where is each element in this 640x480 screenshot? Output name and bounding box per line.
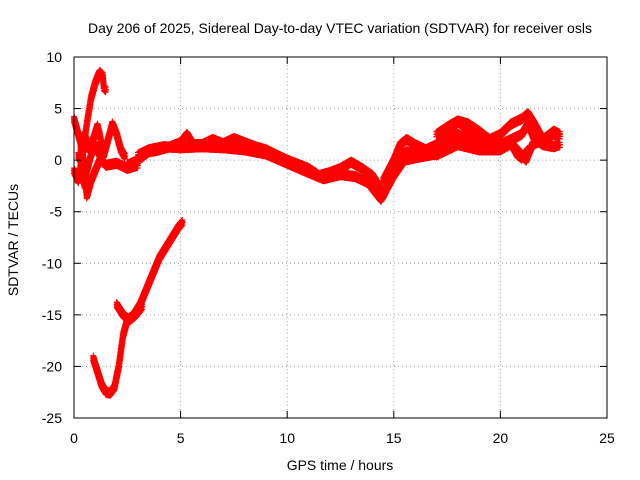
data-point-marker xyxy=(102,87,109,94)
chart-title: Day 206 of 2025, Sidereal Day-to-day VTE… xyxy=(88,20,592,36)
series-dip-branch xyxy=(113,299,146,326)
series-main-band xyxy=(124,116,564,202)
grid-lines xyxy=(74,57,607,418)
data-points xyxy=(71,66,564,399)
